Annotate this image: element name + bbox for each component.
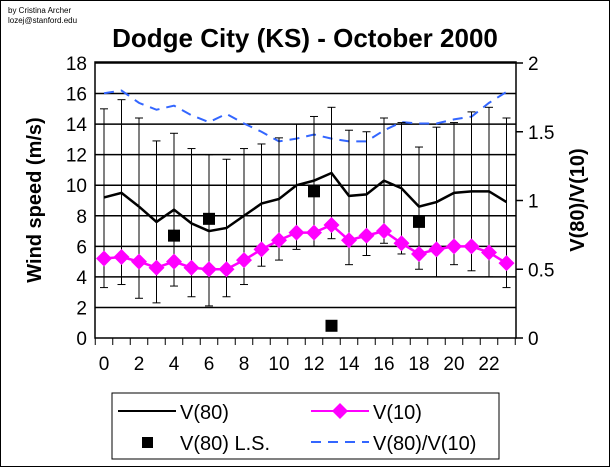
v10-point (288, 224, 305, 241)
legend-ratio-label: V(80)/V(10) (373, 433, 476, 455)
x-tick-label: 18 (408, 354, 429, 375)
chart-title: Dodge City (KS) - October 2000 (112, 23, 498, 53)
v10-point (218, 261, 235, 278)
v10-point (498, 255, 515, 272)
plot-area-border (94, 61, 517, 339)
v10-point (393, 235, 410, 252)
y2-tick-label: 0 (528, 329, 539, 350)
y2-tick-label: 1 (528, 192, 539, 213)
ls-point (203, 212, 215, 225)
x-tick-label: 14 (338, 354, 360, 375)
v10-point (323, 216, 340, 233)
v10-point (306, 224, 322, 241)
v10-point (236, 252, 252, 269)
v10-point (166, 253, 182, 270)
v80-line (103, 171, 508, 233)
y-tick-label: 8 (76, 207, 87, 228)
y-tick-label: 4 (76, 268, 87, 289)
v10-point (96, 250, 112, 267)
legend: V(80) V(10) V(80) L.S. V(80)/V(10) (111, 392, 500, 460)
x-tick-label: 22 (478, 354, 499, 375)
legend-box (111, 392, 500, 460)
x-tick-label: 12 (303, 354, 324, 375)
y-tick-label: 18 (66, 54, 87, 75)
y2-tick-label: 1.5 (528, 123, 554, 144)
y2-tick-label: 2 (528, 54, 539, 75)
x-tick-label: 20 (443, 354, 464, 375)
legend-v10-diamond-icon (332, 403, 348, 419)
y-tick-label: 10 (66, 176, 87, 197)
y-axis-label: Wind speed (m/s) (24, 117, 46, 282)
ls-point (413, 215, 425, 228)
x-tick-label: 0 (99, 354, 110, 375)
ratio-line (103, 89, 508, 143)
x-tick-label: 2 (134, 354, 145, 375)
y-tick-label: 6 (76, 237, 87, 258)
v10-point (148, 259, 165, 276)
ls-point (308, 185, 320, 198)
y-tick-label: 16 (66, 85, 87, 106)
credit-author: by Cristina Archer (8, 6, 72, 15)
v10-point (481, 244, 497, 261)
legend-v10-label: V(10) (373, 402, 422, 424)
v10-point (271, 232, 287, 249)
ls-point (168, 229, 180, 242)
v10-point (358, 227, 375, 244)
y-tick-label: 0 (76, 329, 87, 350)
v10-point (183, 259, 200, 276)
legend-ls-square-icon (142, 437, 153, 448)
v10-point (201, 261, 217, 278)
y-tick-label: 14 (66, 115, 88, 136)
x-tick-label: 6 (204, 354, 215, 375)
credit-email: lozej@stanford.edu (8, 16, 78, 25)
v10-point (411, 245, 427, 262)
v10-point (376, 223, 392, 240)
x-tick-label: 8 (239, 354, 250, 375)
x-tick-label: 4 (169, 354, 180, 375)
x-tick-label: 16 (373, 354, 394, 375)
v10-point (446, 238, 462, 255)
v10-line (103, 223, 508, 271)
legend-v80-label: V(80) (180, 402, 229, 424)
v10-point (463, 238, 480, 255)
x-tick-label: 10 (268, 354, 289, 375)
v10-point (113, 249, 130, 266)
v10-point (341, 232, 357, 249)
v10-point (131, 253, 147, 270)
y2-tick-label: 0.5 (528, 260, 554, 281)
v10-point (428, 241, 445, 258)
v10-point (253, 241, 270, 258)
legend-ls-label: V(80) L.S. (180, 433, 270, 455)
y2-axis-label: V(80)/V(10) (567, 148, 589, 251)
ls-point (325, 319, 338, 332)
y-tick-label: 12 (66, 146, 87, 167)
y-tick-label: 2 (76, 298, 87, 319)
